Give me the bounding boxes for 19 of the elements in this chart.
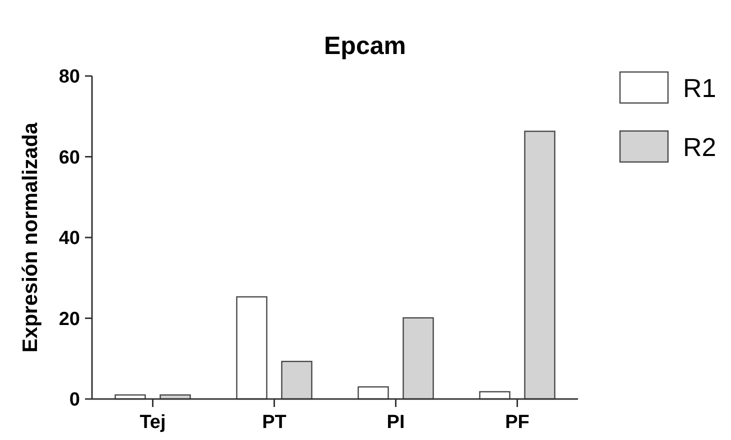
- x-tick-label: PI: [386, 412, 405, 433]
- bar: [524, 130, 556, 400]
- bar: [402, 317, 434, 400]
- y-tick-label: 40: [58, 228, 80, 250]
- bar: [236, 296, 268, 400]
- x-tick-label: Tej: [140, 412, 166, 433]
- y-axis-title: Expresión normalizada: [19, 122, 42, 352]
- y-tick-label: 0: [69, 390, 80, 411]
- y-tick-label: 20: [58, 308, 80, 330]
- chart-title: Epcam: [324, 32, 406, 60]
- x-tick-label: PT: [262, 412, 287, 433]
- x-tick-label: PF: [505, 412, 530, 433]
- bar: [479, 391, 510, 400]
- legend-label: R2: [683, 132, 716, 162]
- y-tick-label: 80: [58, 66, 80, 88]
- y-tick-label: 60: [58, 147, 80, 168]
- bar: [281, 360, 312, 400]
- bar: [358, 386, 389, 400]
- legend-label: R1: [683, 73, 716, 104]
